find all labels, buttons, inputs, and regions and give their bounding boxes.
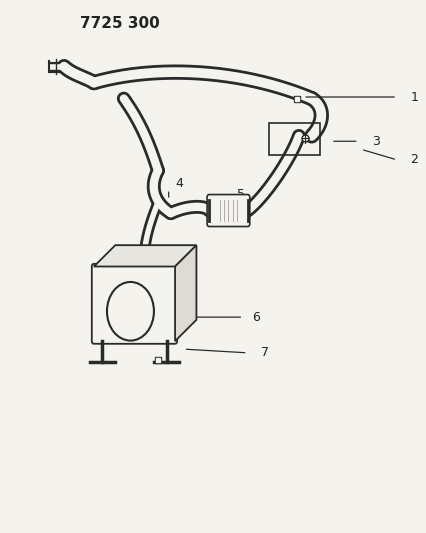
Polygon shape — [94, 245, 196, 266]
Text: 4: 4 — [175, 177, 183, 190]
Polygon shape — [175, 245, 196, 341]
Bar — [268, 123, 320, 155]
Text: 7725 300: 7725 300 — [80, 16, 159, 31]
Text: 2: 2 — [409, 154, 417, 166]
Text: 1: 1 — [409, 91, 417, 103]
Text: 7: 7 — [260, 346, 268, 359]
Text: 6: 6 — [252, 311, 259, 324]
Text: 5: 5 — [237, 188, 245, 201]
FancyBboxPatch shape — [207, 195, 249, 227]
Text: 3: 3 — [371, 135, 379, 148]
FancyBboxPatch shape — [92, 264, 177, 344]
